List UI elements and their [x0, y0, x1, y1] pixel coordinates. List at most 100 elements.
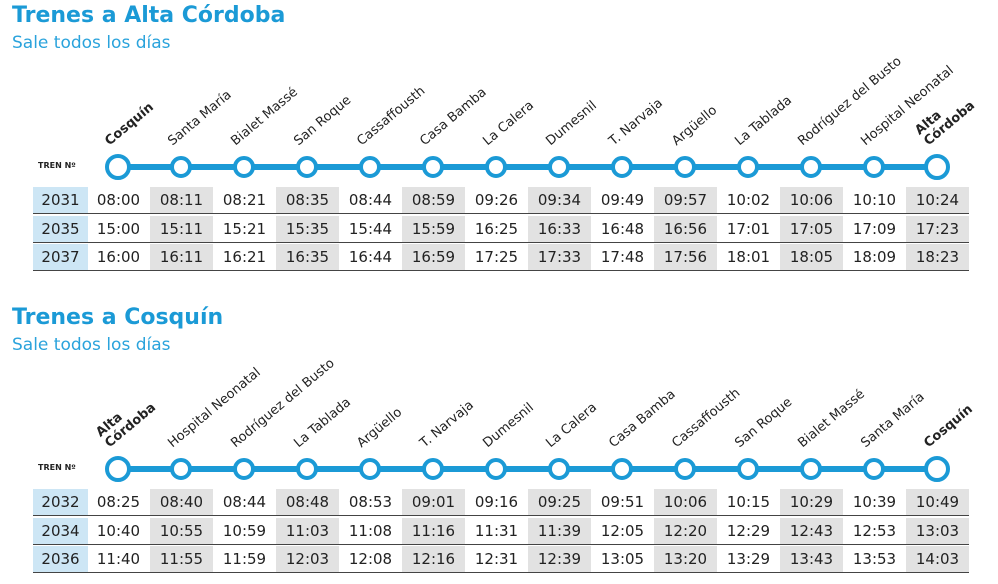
- time-cell: 09:57: [654, 187, 717, 214]
- time-cell: 12:53: [843, 518, 906, 545]
- time-cell: 13:05: [591, 546, 654, 573]
- time-cell: 17:01: [717, 216, 780, 243]
- station-dot: [800, 458, 822, 480]
- time-cell: 10:24: [906, 187, 969, 214]
- time-cell: 12:43: [780, 517, 843, 545]
- time-cell: 17:56: [654, 244, 717, 271]
- time-cell: 10:06: [780, 187, 843, 214]
- time-cell: 11:55: [150, 546, 213, 573]
- time-cell: 15:11: [150, 215, 213, 243]
- station-dot: [737, 458, 759, 480]
- time-cell: 16:59: [402, 244, 465, 271]
- station-label: Dumesnil: [543, 98, 600, 149]
- station-label: Argüello: [669, 102, 721, 149]
- time-cell: 09:16: [465, 489, 528, 516]
- station-label: Cosquín: [102, 99, 157, 149]
- station-label: Casa Bamba: [606, 387, 679, 451]
- station-dot: [924, 154, 950, 180]
- station-label: La Tablada: [291, 395, 354, 451]
- station-label: Argüello: [354, 404, 406, 451]
- station-dot: [800, 156, 822, 178]
- time-cell: 09:49: [591, 187, 654, 214]
- station-dot: [674, 458, 696, 480]
- time-cell: 16:11: [150, 244, 213, 271]
- time-cell: 08:00: [87, 187, 150, 214]
- station-dot: [548, 458, 570, 480]
- train-number: 2035: [33, 215, 88, 243]
- time-cell: 09:01: [402, 489, 465, 516]
- time-cell: 08:11: [150, 187, 213, 214]
- station-dot: [924, 456, 950, 482]
- time-cell: 13:53: [843, 546, 906, 573]
- time-cell: 18:23: [906, 244, 969, 271]
- time-cell: 13:03: [906, 517, 969, 545]
- time-cell: 15:21: [213, 216, 276, 243]
- station-label: Santa María: [858, 389, 928, 451]
- time-cell: 10:55: [150, 517, 213, 545]
- station-label: Santa María: [165, 87, 235, 149]
- station-dot: [674, 156, 696, 178]
- time-cell: 11:16: [402, 517, 465, 545]
- time-cell: 16:56: [654, 215, 717, 243]
- time-cell: 08:35: [276, 187, 339, 214]
- time-cell: 08:21: [213, 187, 276, 214]
- time-cell: 10:59: [213, 518, 276, 545]
- station-dot: [485, 156, 507, 178]
- time-cell: 12:05: [591, 518, 654, 545]
- time-cell: 16:48: [591, 216, 654, 243]
- time-cell: 18:05: [780, 244, 843, 271]
- time-cell: 10:15: [717, 489, 780, 516]
- station-dot: [863, 458, 885, 480]
- time-cell: 08:48: [276, 489, 339, 516]
- time-cell: 09:51: [591, 489, 654, 516]
- time-cell: 16:25: [465, 216, 528, 243]
- time-cell: 12:16: [402, 546, 465, 573]
- time-cell: 12:08: [339, 546, 402, 573]
- station-label: La Calera: [543, 400, 600, 451]
- time-cell: 10:02: [717, 187, 780, 214]
- time-cell: 12:03: [276, 546, 339, 573]
- time-cell: 09:25: [528, 489, 591, 516]
- route-line: [118, 466, 937, 472]
- time-cell: 11:03: [276, 517, 339, 545]
- station-dot: [611, 458, 633, 480]
- section-subtitle: Sale todos los días: [12, 33, 171, 53]
- station-dot: [296, 458, 318, 480]
- time-cell: 16:35: [276, 244, 339, 271]
- section-subtitle: Sale todos los días: [12, 335, 171, 355]
- train-number: 2037: [33, 244, 88, 271]
- train-number: 2031: [33, 187, 88, 214]
- time-cell: 09:34: [528, 187, 591, 214]
- train-number: 2034: [33, 517, 88, 545]
- time-cell: 17:25: [465, 244, 528, 271]
- time-cell: 08:53: [339, 489, 402, 516]
- time-cell: 08:59: [402, 187, 465, 214]
- time-cell: 10:29: [780, 489, 843, 516]
- train-number: 2036: [33, 546, 88, 573]
- station-dot: [296, 156, 318, 178]
- time-cell: 15:00: [87, 216, 150, 243]
- time-cell: 09:26: [465, 187, 528, 214]
- station-dot: [485, 458, 507, 480]
- station-label: Bialet Massé: [228, 84, 301, 149]
- station-dot: [737, 156, 759, 178]
- time-cell: 15:59: [402, 215, 465, 243]
- time-cell: 16:21: [213, 244, 276, 271]
- station-label: San Roque: [732, 394, 796, 451]
- station-dot: [233, 156, 255, 178]
- station-label: T. Narvaja: [417, 397, 477, 451]
- time-cell: 13:29: [717, 546, 780, 573]
- time-cell: 15:35: [276, 215, 339, 243]
- time-cell: 11:39: [528, 517, 591, 545]
- time-cell: 11:08: [339, 518, 402, 545]
- train-label: TREN Nº: [38, 161, 76, 170]
- station-dot: [548, 156, 570, 178]
- station-dot: [105, 456, 131, 482]
- station-dot: [105, 154, 131, 180]
- station-label: Dumesnil: [480, 400, 537, 451]
- station-dot: [170, 156, 192, 178]
- station-label: San Roque: [291, 92, 355, 149]
- time-cell: 08:40: [150, 489, 213, 516]
- time-cell: 10:10: [843, 187, 906, 214]
